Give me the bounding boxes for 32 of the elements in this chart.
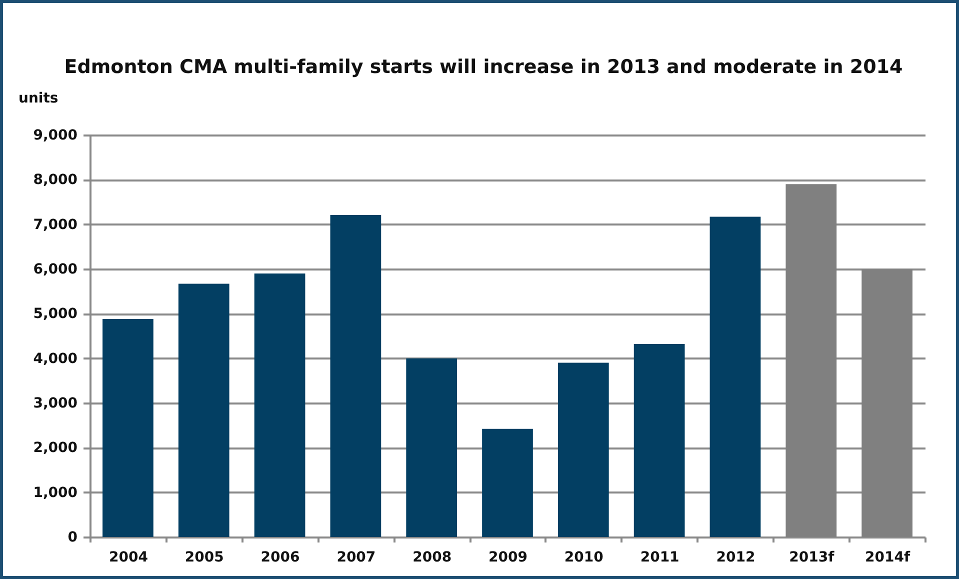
bar — [406, 358, 458, 537]
x-tick-label: 2008 — [412, 550, 452, 566]
x-tick-label: 2011 — [640, 550, 680, 566]
y-tick-label: 1,000 — [33, 484, 78, 501]
y-tick-label: 7,000 — [33, 216, 78, 233]
x-tick-label: 2006 — [260, 550, 300, 566]
y-tick-label: 3,000 — [33, 396, 78, 412]
bar — [634, 344, 685, 537]
y-tick-label: 8,000 — [33, 172, 78, 188]
bar — [254, 273, 306, 537]
y-tick-label: 2,000 — [33, 440, 78, 456]
y-tick-label: 6,000 — [33, 262, 78, 278]
chart-title: Edmonton CMA multi-family starts will increase in 2013 and moderate in 2014 — [64, 56, 903, 78]
bar — [102, 319, 154, 537]
y-tick-label: 0 — [68, 530, 78, 546]
bar — [330, 214, 382, 537]
x-tick-label: 2009 — [488, 550, 528, 566]
x-tick-label: 2013f — [789, 550, 836, 566]
x-tick-label: 2014f — [865, 550, 911, 566]
y-tick-label: 9,000 — [33, 128, 78, 144]
bar — [710, 216, 761, 537]
bar — [558, 362, 609, 537]
y-tick-label: 5,000 — [33, 306, 78, 322]
x-tick-label: 2012 — [716, 550, 756, 566]
bar — [178, 284, 230, 537]
y-tick-label: 4,000 — [33, 350, 78, 367]
x-tick-label: 2005 — [184, 550, 224, 566]
x-tick-label: 2010 — [564, 550, 604, 566]
bar — [482, 428, 533, 537]
x-tick-label: 2007 — [336, 550, 376, 566]
y-axis-title: units — [18, 90, 58, 106]
x-tick-label: 2004 — [108, 550, 148, 566]
